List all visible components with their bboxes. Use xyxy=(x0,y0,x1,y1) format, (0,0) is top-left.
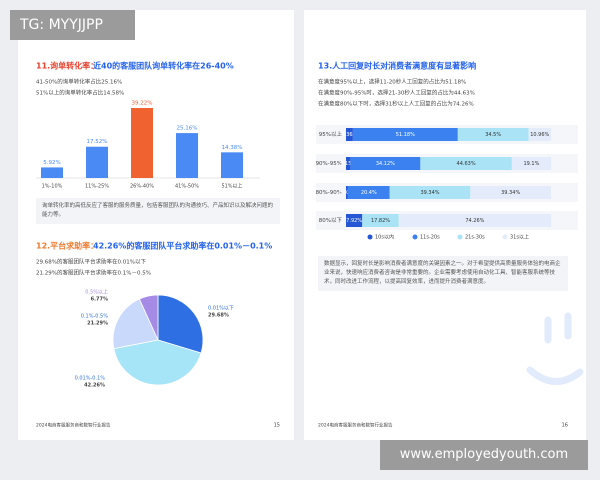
category-label: 11%-25% xyxy=(85,184,109,190)
pie-slice xyxy=(157,294,204,354)
bar-segment xyxy=(389,186,471,199)
smiley-decoration xyxy=(526,312,584,385)
segment-label: 34.12% xyxy=(376,161,395,167)
slice-value: 6.77% xyxy=(91,297,108,303)
note-box: 数据显示，回复时长是影响消费者满意度的关键因素之一。对于希望提供高质量服务体验的… xyxy=(318,256,568,291)
bar xyxy=(131,108,153,178)
legend-swatch xyxy=(412,234,418,240)
note-box: 询单转化率的高低反应了客服的服务质量，包括客服团队的沟通技巧、产品知识以及解决问… xyxy=(36,198,280,224)
legend-swatch xyxy=(502,234,508,240)
bar-segment xyxy=(528,128,551,141)
segment-label: 2.15% xyxy=(340,161,356,167)
watermark: TG: MYYJJPP xyxy=(10,10,135,40)
category-label: 26%-40% xyxy=(130,184,154,190)
bar-segment xyxy=(347,186,390,199)
bar-segment xyxy=(346,157,351,170)
footer: 2024电商客服服务商和数智行业报告 xyxy=(36,422,111,429)
subtext: 41-50%的询单转化率占比25.16% xyxy=(36,78,122,86)
segment-label: 0.92% xyxy=(339,190,355,196)
subtext: 在满意度80%以下时，选择31秒以上人工回复的占比为74.26% xyxy=(318,100,474,108)
legend-swatch xyxy=(457,234,463,240)
heading: 42.26%的客服团队平台求助率在0.01%－0.1% xyxy=(93,241,272,251)
bar xyxy=(86,146,108,178)
segment-label: 3.36% xyxy=(341,132,357,138)
page-number: 16 xyxy=(562,423,568,429)
category-label: 41%-50% xyxy=(175,184,199,190)
category-label: 80%-90% xyxy=(316,190,342,196)
segment-label: 7.92% xyxy=(346,218,362,224)
slice-value: 42.26% xyxy=(84,383,105,389)
slice-category: 0.1%-0.5% xyxy=(81,314,108,320)
footer: 2024电商客服服务商和数智行业报告 xyxy=(318,422,393,429)
bar xyxy=(41,167,63,178)
bar xyxy=(176,133,198,178)
segment-label: 20.4% xyxy=(361,190,377,196)
value-label: 14.38% xyxy=(222,145,243,151)
category-label: 1%-10% xyxy=(42,184,63,190)
value-label: 25.16% xyxy=(177,126,198,132)
segment-label: 74.26% xyxy=(465,218,484,224)
subtext: 在满意度90%-95%时，选择21-30秒人工回复的占比为44.63% xyxy=(318,89,475,97)
subtext: 29.68%的客服团队平台求助率在0.01%以下 xyxy=(36,258,146,266)
heading-prefix: 11.询单转化率： xyxy=(36,61,98,71)
pie-slice xyxy=(113,339,202,386)
value-label: 17.52% xyxy=(87,139,108,145)
bar-segment xyxy=(398,214,551,227)
bar xyxy=(221,152,243,178)
bar-segment xyxy=(346,214,363,227)
slice-category: 0.01%以下 xyxy=(208,306,234,312)
bar-segment xyxy=(420,157,512,170)
watermark: www.employedyouth.com xyxy=(380,440,588,470)
slice-category: 0.01%-0.1% xyxy=(75,376,106,382)
legend-swatch xyxy=(367,234,373,240)
legend-label: 21s-30s xyxy=(465,235,485,241)
value-label: 5.92% xyxy=(43,160,60,166)
slice-value: 29.68% xyxy=(208,313,229,319)
bar-segment xyxy=(362,214,399,227)
subtext: 51%以上的询单转化率占比14.58% xyxy=(36,89,124,97)
segment-label: 44.63% xyxy=(457,161,476,167)
bar-segment xyxy=(346,186,348,199)
segment-label: 19.1% xyxy=(523,161,539,167)
category-label: 95%以上 xyxy=(319,130,343,138)
slice-category: 0.5%以上 xyxy=(85,289,108,296)
segment-label: 10.96% xyxy=(530,132,549,138)
segment-label: 17.82% xyxy=(371,218,390,224)
value-label: 39.22% xyxy=(132,101,153,107)
heading-prefix: 12.平台求助率： xyxy=(36,241,98,251)
legend-label: 11s-20s xyxy=(420,235,440,241)
bar-segment xyxy=(350,157,421,170)
heading: 13.人工回复时长对消费者满意度有显著影响 xyxy=(318,61,476,71)
segment-label: 39.34% xyxy=(420,190,439,196)
segment-label: 34.5% xyxy=(485,132,501,138)
pie-slice xyxy=(112,298,159,350)
category-label: 90%-95% xyxy=(316,161,342,167)
legend-label: 10s以内 xyxy=(375,234,394,241)
bar-segment xyxy=(511,157,551,170)
bar-segment xyxy=(352,128,458,141)
bar-segment xyxy=(470,186,551,199)
subtext: 在满意度95%以上，选择11-20秒人工回复的占比为51.18% xyxy=(318,78,466,86)
bar-segment xyxy=(457,128,529,141)
subtext: 21.29%的客服团队平台求助率在0.1%－0.5% xyxy=(36,269,151,277)
pie-slice xyxy=(138,294,159,341)
segment-label: 51.18% xyxy=(396,132,415,138)
category-label: 51%以上 xyxy=(221,183,242,190)
legend-label: 31s以上 xyxy=(510,234,529,241)
slice-value: 21.29% xyxy=(87,321,108,327)
category-label: 80%以下 xyxy=(319,217,343,224)
heading: 近40的客服团队询单转化率在26-40% xyxy=(93,61,234,71)
bar-segment xyxy=(346,128,353,141)
page-number: 15 xyxy=(274,423,280,429)
segment-label: 39.34% xyxy=(501,190,520,196)
